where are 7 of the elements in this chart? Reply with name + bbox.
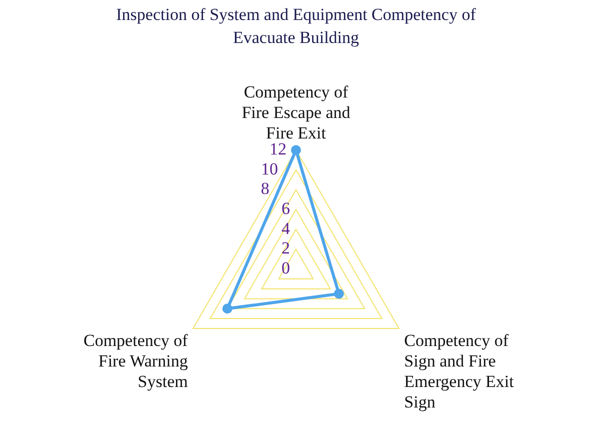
- y-tick-label: 12: [270, 140, 287, 159]
- spoke-label: Competency of Fire Escape and Fire Exit: [242, 82, 351, 142]
- spoke-label: Competency of Sign and Fire Emergency Exit Sign: [404, 331, 514, 412]
- y-tick-label: 8: [260, 179, 270, 198]
- chart-title: Inspection of System and Equipment Competency of Evacuate Building: [116, 4, 476, 47]
- spoke-label: Competency of Fire Warning System: [83, 331, 188, 391]
- y-tick-label: 10: [260, 159, 278, 178]
